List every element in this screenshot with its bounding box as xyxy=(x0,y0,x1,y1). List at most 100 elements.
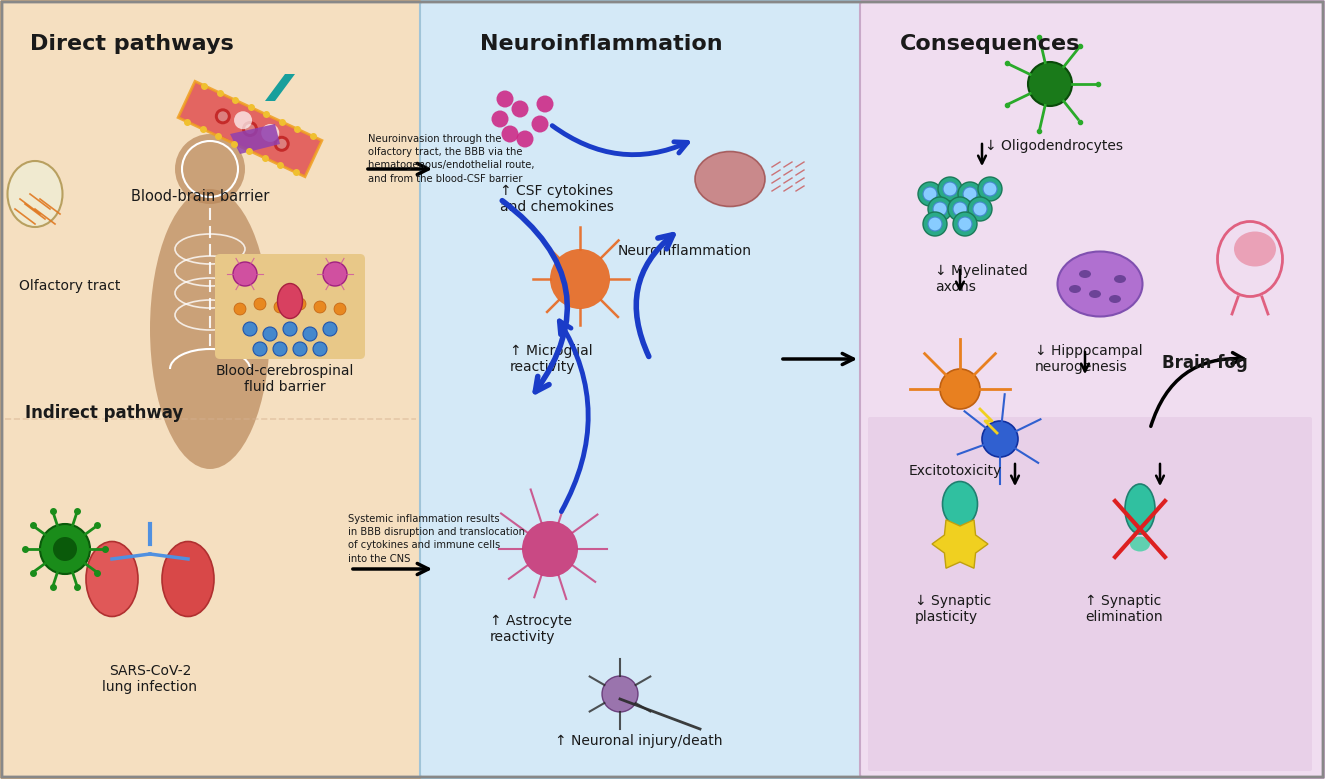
Circle shape xyxy=(314,301,326,313)
Circle shape xyxy=(953,202,967,216)
Circle shape xyxy=(175,134,245,204)
FancyBboxPatch shape xyxy=(860,0,1325,779)
Circle shape xyxy=(492,111,509,128)
Ellipse shape xyxy=(696,151,765,206)
Circle shape xyxy=(953,212,977,236)
Circle shape xyxy=(242,322,257,336)
Polygon shape xyxy=(931,520,988,568)
Text: Indirect pathway: Indirect pathway xyxy=(25,404,183,422)
Circle shape xyxy=(978,177,1002,201)
Circle shape xyxy=(233,262,257,286)
Circle shape xyxy=(511,100,529,118)
Circle shape xyxy=(235,111,252,129)
FancyBboxPatch shape xyxy=(215,254,364,359)
Ellipse shape xyxy=(1057,252,1142,316)
Text: ↑ Neuronal injury/death: ↑ Neuronal injury/death xyxy=(555,734,722,748)
Circle shape xyxy=(963,187,977,201)
Circle shape xyxy=(253,342,268,356)
Circle shape xyxy=(537,96,554,112)
Circle shape xyxy=(924,212,947,236)
FancyBboxPatch shape xyxy=(420,0,865,779)
Text: ↑ Microglial
reactivity: ↑ Microglial reactivity xyxy=(510,344,592,374)
Text: ↓ Hippocampal
neurogenesis: ↓ Hippocampal neurogenesis xyxy=(1035,344,1142,374)
Ellipse shape xyxy=(86,541,138,616)
Ellipse shape xyxy=(1125,484,1155,534)
Text: Brain fog: Brain fog xyxy=(1162,354,1248,372)
Circle shape xyxy=(323,322,337,336)
Ellipse shape xyxy=(150,189,270,469)
Circle shape xyxy=(550,249,610,309)
Text: Olfactory tract: Olfactory tract xyxy=(20,279,121,293)
Text: Blood-brain barrier: Blood-brain barrier xyxy=(131,189,269,204)
FancyBboxPatch shape xyxy=(868,417,1312,771)
Text: ↓ Oligodendrocytes: ↓ Oligodendrocytes xyxy=(984,139,1124,153)
Circle shape xyxy=(40,524,90,574)
Circle shape xyxy=(334,303,346,315)
Circle shape xyxy=(517,131,534,147)
Circle shape xyxy=(982,421,1018,457)
Circle shape xyxy=(273,342,288,356)
Text: Neuroinvasion through the
olfactory tract, the BBB via the
hematogenous/endothel: Neuroinvasion through the olfactory trac… xyxy=(368,134,534,184)
Circle shape xyxy=(323,262,347,286)
Text: ↓ Synaptic
plasticity: ↓ Synaptic plasticity xyxy=(916,594,991,624)
Circle shape xyxy=(933,202,947,216)
Circle shape xyxy=(939,369,980,409)
Text: Neuroinflammation: Neuroinflammation xyxy=(617,244,753,258)
Circle shape xyxy=(958,182,982,206)
Circle shape xyxy=(927,217,942,231)
Ellipse shape xyxy=(1089,290,1101,298)
Circle shape xyxy=(983,182,996,196)
Circle shape xyxy=(245,124,254,134)
Circle shape xyxy=(924,187,937,201)
Circle shape xyxy=(53,537,77,561)
Circle shape xyxy=(973,202,987,216)
Text: ↑ Synaptic
elimination: ↑ Synaptic elimination xyxy=(1085,594,1162,624)
Ellipse shape xyxy=(162,541,215,616)
Circle shape xyxy=(1028,62,1072,106)
Circle shape xyxy=(293,342,307,356)
Circle shape xyxy=(927,197,951,221)
Text: Systemic inflammation results
in BBB disruption and translocation
of cytokines a: Systemic inflammation results in BBB dis… xyxy=(348,514,525,563)
Circle shape xyxy=(602,676,639,712)
Ellipse shape xyxy=(1069,285,1081,293)
Ellipse shape xyxy=(277,284,302,319)
Circle shape xyxy=(947,197,973,221)
Polygon shape xyxy=(265,74,295,101)
Circle shape xyxy=(958,217,973,231)
Circle shape xyxy=(501,125,518,143)
Circle shape xyxy=(938,177,962,201)
Circle shape xyxy=(277,139,286,149)
Circle shape xyxy=(274,301,286,313)
Ellipse shape xyxy=(1109,295,1121,303)
Circle shape xyxy=(262,327,277,341)
Circle shape xyxy=(284,322,297,336)
Circle shape xyxy=(497,90,514,108)
Ellipse shape xyxy=(942,481,978,527)
Ellipse shape xyxy=(1114,275,1126,283)
Ellipse shape xyxy=(1079,270,1090,278)
Text: ↑ CSF cytokines
and chemokines: ↑ CSF cytokines and chemokines xyxy=(500,184,613,214)
Circle shape xyxy=(303,327,317,341)
Circle shape xyxy=(217,111,228,122)
Text: Consequences: Consequences xyxy=(900,34,1080,54)
Text: ↑ Astrocyte
reactivity: ↑ Astrocyte reactivity xyxy=(490,614,572,644)
Text: Neuroinflammation: Neuroinflammation xyxy=(480,34,722,54)
Circle shape xyxy=(531,115,549,132)
Text: Excitotoxicity: Excitotoxicity xyxy=(909,464,1002,478)
Circle shape xyxy=(261,124,280,142)
Circle shape xyxy=(969,197,992,221)
Circle shape xyxy=(274,136,290,152)
Text: Direct pathways: Direct pathways xyxy=(30,34,233,54)
Ellipse shape xyxy=(8,161,62,227)
Circle shape xyxy=(522,521,578,577)
Text: Blood-cerebrospinal
fluid barrier: Blood-cerebrospinal fluid barrier xyxy=(216,364,354,394)
Polygon shape xyxy=(231,124,280,154)
Circle shape xyxy=(294,298,306,310)
Circle shape xyxy=(242,121,258,137)
Text: ↓ Myelinated
axons: ↓ Myelinated axons xyxy=(935,264,1028,294)
FancyBboxPatch shape xyxy=(0,0,425,779)
Text: SARS-CoV-2
lung infection: SARS-CoV-2 lung infection xyxy=(102,664,197,694)
Circle shape xyxy=(943,182,957,196)
Circle shape xyxy=(215,108,231,125)
Ellipse shape xyxy=(1234,231,1276,266)
